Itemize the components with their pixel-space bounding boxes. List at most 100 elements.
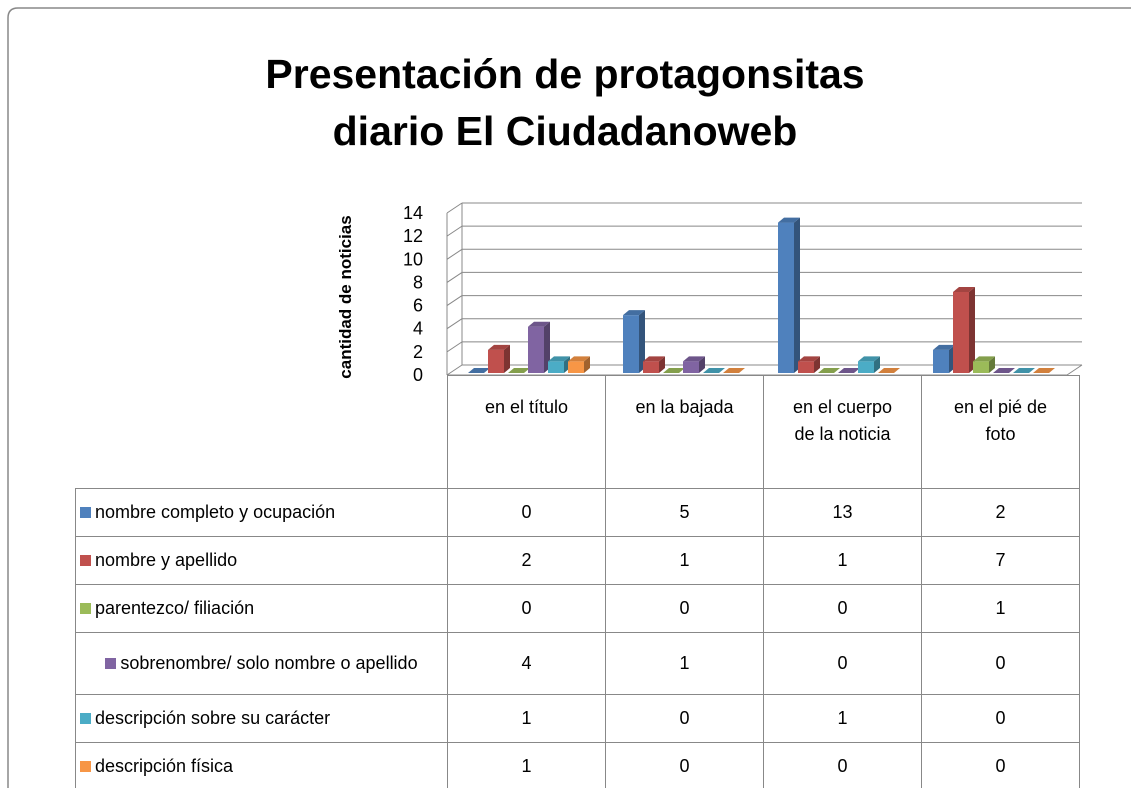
bar bbox=[488, 349, 504, 373]
bar-side bbox=[584, 356, 590, 373]
bar-top bbox=[488, 344, 510, 350]
legend-cell: descripción física bbox=[75, 742, 448, 788]
bar-top bbox=[778, 217, 800, 223]
legend-cell: sobrenombre/ solo nombre o apellido bbox=[75, 632, 448, 695]
bar bbox=[798, 361, 814, 373]
legend-label: sobrenombre/ solo nombre o apellido bbox=[120, 653, 418, 673]
grid-line bbox=[446, 341, 463, 353]
bar bbox=[568, 361, 584, 373]
value-cell: 1 bbox=[763, 536, 922, 585]
data-row: descripción física 1 0 0 0 bbox=[75, 742, 1080, 788]
legend-swatch bbox=[80, 555, 91, 566]
bar-top bbox=[568, 356, 590, 362]
data-row: nombre completo y ocupación 0 5 13 2 bbox=[75, 488, 1080, 537]
y-tick-label: 0 bbox=[413, 365, 423, 385]
value-cell: 0 bbox=[447, 488, 606, 537]
chart-frame bbox=[7, 7, 1131, 788]
legend-swatch bbox=[80, 713, 91, 724]
bar-top bbox=[838, 368, 860, 373]
y-tick-label: 10 bbox=[403, 249, 423, 269]
value-cell: 1 bbox=[447, 694, 606, 743]
data-row: parentezco/ filiación 0 0 0 1 bbox=[75, 584, 1080, 633]
legend-swatch bbox=[80, 761, 91, 772]
grid-line bbox=[446, 272, 463, 283]
legend-label: nombre y apellido bbox=[95, 550, 238, 570]
data-row: sobrenombre/ solo nombre o apellido 4 1 0 0 bbox=[75, 632, 1080, 695]
value-cell: 0 bbox=[447, 584, 606, 633]
value-cell: 1 bbox=[605, 536, 764, 585]
category-label: en el título bbox=[447, 375, 606, 489]
value-cell: 0 bbox=[921, 694, 1080, 743]
bar-top bbox=[548, 356, 570, 362]
legend-label: nombre completo y ocupación bbox=[95, 502, 336, 522]
bar-side bbox=[969, 287, 975, 373]
bar bbox=[623, 315, 639, 373]
value-cell: 1 bbox=[763, 694, 922, 743]
legend-swatch bbox=[80, 507, 91, 518]
value-cell: 0 bbox=[763, 742, 922, 788]
bar-top bbox=[623, 310, 645, 316]
legend-cell: parentezco/ filiación bbox=[75, 584, 448, 633]
legend-label: descripción sobre su carácter bbox=[95, 708, 331, 728]
floor-line bbox=[1066, 364, 1083, 376]
value-cell: 0 bbox=[921, 632, 1080, 695]
bar-side bbox=[699, 356, 705, 373]
bar-top bbox=[528, 321, 550, 327]
bar bbox=[858, 361, 874, 373]
category-label: en la bajada bbox=[605, 375, 764, 489]
bar bbox=[528, 326, 544, 373]
bar-top bbox=[1033, 368, 1055, 373]
bar bbox=[683, 361, 699, 373]
category-label: en el cuerpo de la noticia bbox=[763, 375, 922, 489]
bar-top bbox=[878, 368, 900, 373]
grid-line bbox=[446, 202, 463, 214]
value-cell: 2 bbox=[447, 536, 606, 585]
bar-top bbox=[723, 368, 745, 373]
bar-top bbox=[818, 368, 840, 373]
y-axis-label: cantidad de noticias bbox=[336, 215, 355, 378]
value-cell: 0 bbox=[605, 584, 764, 633]
value-cell: 0 bbox=[605, 694, 764, 743]
data-row: nombre y apellido 2 1 1 7 bbox=[75, 536, 1080, 585]
bar-top bbox=[643, 356, 665, 362]
grid-line bbox=[446, 225, 463, 237]
bar-top bbox=[858, 356, 880, 362]
bar bbox=[973, 361, 989, 373]
bar-side bbox=[659, 356, 665, 373]
legend-cell: nombre completo y ocupación bbox=[75, 488, 448, 537]
bar-side bbox=[504, 344, 510, 373]
y-tick-label: 14 bbox=[403, 203, 423, 223]
bar-side bbox=[814, 356, 820, 373]
bar-top bbox=[683, 356, 705, 362]
bar bbox=[933, 349, 949, 373]
category-label: en el pié de foto bbox=[921, 375, 1080, 489]
bar-top bbox=[703, 368, 725, 373]
value-cell: 13 bbox=[763, 488, 922, 537]
data-table: en el título en la bajada en el cuerpo de … bbox=[75, 375, 1080, 788]
legend-cell: nombre y apellido bbox=[75, 536, 448, 585]
y-tick-label: 2 bbox=[413, 342, 423, 362]
bar-side bbox=[544, 321, 550, 373]
grid-line bbox=[446, 364, 463, 376]
value-cell: 0 bbox=[763, 584, 922, 633]
bar bbox=[778, 222, 794, 373]
legend-swatch bbox=[105, 658, 117, 669]
bar-side bbox=[874, 356, 880, 373]
legend-cell: descripción sobre su carácter bbox=[75, 694, 448, 743]
value-cell: 0 bbox=[763, 632, 922, 695]
bar-top bbox=[973, 356, 995, 362]
value-cell: 1 bbox=[447, 742, 606, 788]
bar-top bbox=[663, 368, 685, 373]
bar-top bbox=[468, 368, 490, 373]
legend-label: parentezco/ filiación bbox=[95, 598, 255, 618]
bar-side bbox=[794, 217, 800, 373]
value-cell: 0 bbox=[605, 742, 764, 788]
grid-line bbox=[446, 248, 463, 260]
y-tick-label: 4 bbox=[413, 319, 423, 339]
bar-top bbox=[993, 368, 1015, 373]
value-cell: 1 bbox=[921, 584, 1080, 633]
bar-top bbox=[933, 344, 955, 350]
y-tick-label: 8 bbox=[413, 272, 423, 292]
bar-top bbox=[953, 287, 975, 292]
